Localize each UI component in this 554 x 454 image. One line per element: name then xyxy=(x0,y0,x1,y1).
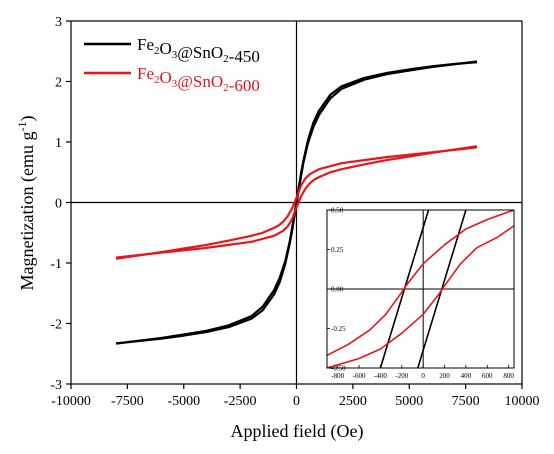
inset-y-tick-label: 0.25 xyxy=(331,246,344,254)
y-axis-title-tail: ) xyxy=(17,116,38,122)
inset-x-tick-label: 600 xyxy=(482,372,493,380)
legend-label-subscript: 3 xyxy=(172,78,178,90)
x-tick-label: -10000 xyxy=(51,394,91,409)
inset-y-tick-label: -0.50 xyxy=(331,365,346,373)
legend-label-text: Fe xyxy=(137,35,154,54)
inset-y-tick-label: 0.00 xyxy=(331,286,344,294)
inset-plot: -800 -600 -400 -200 0 200 400 600 800 -0.50 -0.25 0… xyxy=(325,207,516,382)
legend-label-subscript: 2 xyxy=(223,53,229,65)
x-tick-label: 10000 xyxy=(505,394,540,409)
inset-x-tick-label: -200 xyxy=(395,372,408,380)
x-tick-label: -7500 xyxy=(111,394,144,409)
x-tick-label: 5000 xyxy=(395,394,423,409)
inset-y-tick-label: -0.25 xyxy=(331,325,346,333)
x-tick-label: -2500 xyxy=(224,394,257,409)
x-tick-label: 2500 xyxy=(339,394,367,409)
legend-label-text: O xyxy=(160,68,172,87)
legend-label: Fe2O3@SnO2-450 xyxy=(137,35,260,66)
inset-series-branch xyxy=(327,225,514,368)
legend-label-text: -450 xyxy=(229,47,260,66)
legend-label-text: @SnO xyxy=(177,43,223,62)
legend-label-subscript: 2 xyxy=(154,45,160,57)
y-axis-title-sup: -1 xyxy=(15,122,29,132)
inset-series-branch xyxy=(327,210,514,357)
y-tick-label: -3 xyxy=(50,378,62,393)
y-tick-label: 1 xyxy=(55,136,62,151)
y-tick-label: 2 xyxy=(55,76,62,91)
legend-label-text: O xyxy=(160,39,172,58)
legend-label-subscript: 2 xyxy=(223,82,229,94)
inset-y-tick-label: 0.50 xyxy=(331,207,344,215)
series-lower-branch xyxy=(115,145,478,259)
y-tick-label: -2 xyxy=(50,318,62,333)
inset-x-tick-label: -800 xyxy=(331,372,344,380)
x-tick-label: 0 xyxy=(293,394,300,409)
legend-label-text: Fe xyxy=(137,64,154,83)
series-upper-branch xyxy=(115,146,478,260)
legend-label-subscript: 3 xyxy=(172,49,178,61)
y-tick-label: 3 xyxy=(55,15,62,30)
x-tick-label: 7500 xyxy=(452,394,480,409)
inset-x-tick-label: 200 xyxy=(439,372,450,380)
inset-x-tick-label: 0 xyxy=(421,372,425,380)
y-axis-title-main: Magnetization (emu g xyxy=(17,132,38,291)
inset-x-tick-label: -400 xyxy=(374,372,387,380)
x-axis-title: Applied field (Oe) xyxy=(231,421,364,442)
series-lower-branch xyxy=(115,60,478,345)
inset-curves xyxy=(327,210,514,368)
main-plot: -10000 -7500 -5000 -2500 0 2500 5000 7500 10000 -… xyxy=(50,15,539,409)
legend-label-text: -600 xyxy=(229,76,260,95)
inset-x-tick-label: 800 xyxy=(503,372,514,380)
inset-x-tick-label: 400 xyxy=(461,372,472,380)
legend-label-subscript: 2 xyxy=(154,74,160,86)
legend-label-text: @SnO xyxy=(177,72,223,91)
y-tick-label: -1 xyxy=(50,257,62,272)
legend-label: Fe2O3@SnO2-600 xyxy=(137,64,260,95)
inset-x-tick-label: -600 xyxy=(353,372,366,380)
y-tick-label: 0 xyxy=(55,197,62,212)
y-axis-title: Magnetization (emu g-1) xyxy=(15,116,38,291)
x-tick-label: -5000 xyxy=(167,394,200,409)
